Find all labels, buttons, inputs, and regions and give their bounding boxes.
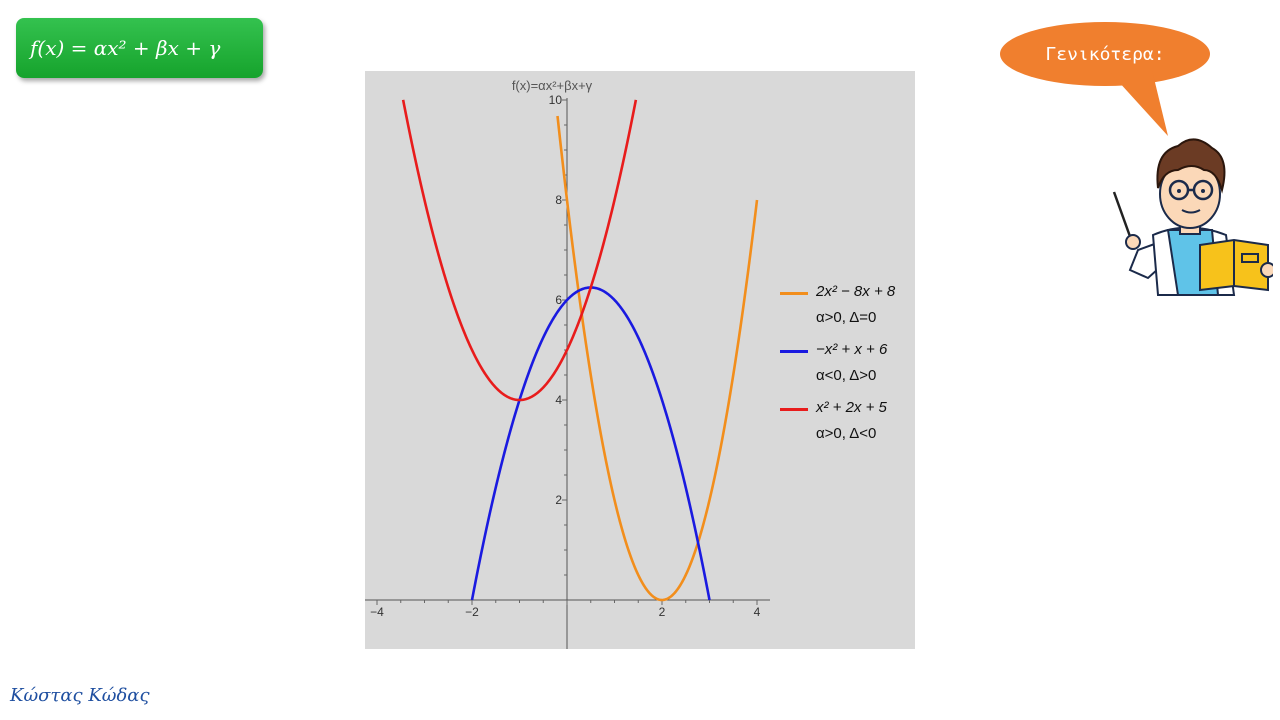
series-line xyxy=(470,286,711,601)
chart: −4 −2 2 4 2 4 6 8 10f(x)=αx²+βx+γ xyxy=(365,78,770,649)
legend-equation: 2x² − 8x + 8 xyxy=(816,283,896,300)
legend-item: 2x² − 8x + 8 α>0, Δ=0 xyxy=(780,283,930,341)
legend-swatch xyxy=(780,408,808,411)
formula-text: f(x) = αx² + βx + γ xyxy=(30,36,221,60)
chart-frame: −4 −2 2 4 2 4 6 8 10 f(x)=αx²+βx+γ xyxy=(365,71,915,649)
chart-legend: 2x² − 8x + 8 α>0, Δ=0 −x² + x + 6 α<0, Δ… xyxy=(780,283,930,457)
x-tick-label: −4 xyxy=(370,605,384,619)
y-tick-label: 10 xyxy=(549,93,563,107)
x-tick-label: 2 xyxy=(659,605,666,619)
legend-description: α>0, Δ=0 xyxy=(816,309,877,326)
legend-swatch xyxy=(780,292,808,295)
y-tick-label: 4 xyxy=(555,393,562,407)
y-tick-label: 2 xyxy=(555,493,562,507)
legend-equation: −x² + x + 6 xyxy=(816,341,888,358)
speech-bubble-tail xyxy=(1108,70,1168,136)
series-line xyxy=(556,115,759,602)
teacher-illustration-icon xyxy=(1112,138,1273,296)
author-signature: Κώστας Κώδας xyxy=(10,685,150,706)
legend-item: x² + 2x + 5 α>0, Δ<0 xyxy=(780,399,930,457)
legend-item: −x² + x + 6 α<0, Δ>0 xyxy=(780,341,930,399)
legend-description: α>0, Δ<0 xyxy=(816,425,877,442)
chart-title: f(x)=αx²+βx+γ xyxy=(512,78,593,93)
speech-bubble: Γενικότερα: xyxy=(1000,22,1210,86)
x-tick-label: −2 xyxy=(465,605,479,619)
y-tick-label: 8 xyxy=(555,193,562,207)
legend-swatch xyxy=(780,350,808,353)
speech-text: Γενικότερα: xyxy=(1045,43,1165,65)
legend-description: α<0, Δ>0 xyxy=(816,367,877,384)
series-line xyxy=(401,99,638,402)
x-tick-label: 4 xyxy=(754,605,761,619)
legend-equation: x² + 2x + 5 xyxy=(816,399,887,416)
formula-box: f(x) = αx² + βx + γ xyxy=(16,18,263,78)
y-tick-label: 6 xyxy=(555,293,562,307)
